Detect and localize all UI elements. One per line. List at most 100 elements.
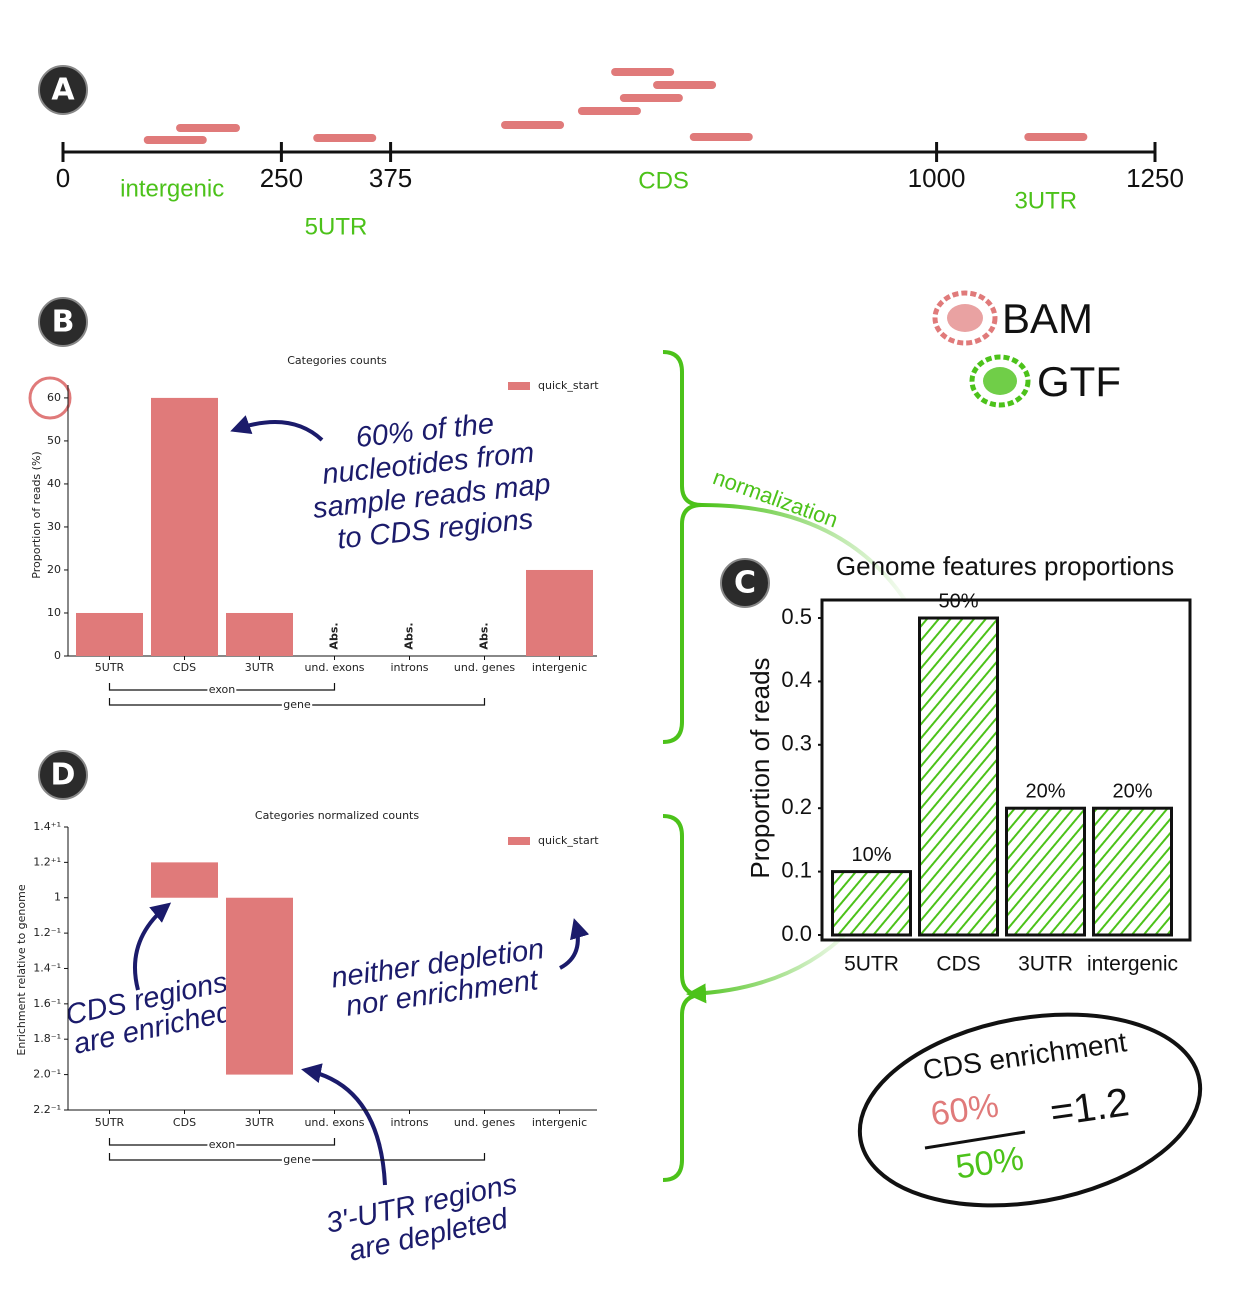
y-tick-label: 0.0 xyxy=(781,921,812,946)
region-label: CDS xyxy=(638,167,689,194)
y-tick-label: 0.3 xyxy=(781,731,812,756)
legend-swatch xyxy=(508,837,530,845)
x-tick-label: CDS xyxy=(173,661,196,674)
genome-tick-label: 250 xyxy=(260,163,303,193)
group-label: exon xyxy=(209,683,235,696)
y-tick-label: 0 xyxy=(54,649,61,662)
bar xyxy=(526,569,593,656)
y-tick-label: 20 xyxy=(47,563,61,576)
brace xyxy=(662,814,703,1182)
y-tick-label: 10 xyxy=(47,606,61,619)
bar xyxy=(1005,806,1086,937)
x-tick-label: introns xyxy=(390,1116,428,1129)
group-label: exon xyxy=(209,1138,235,1151)
bam-swatch xyxy=(947,304,983,332)
arrow xyxy=(133,902,172,991)
x-tick-label: 5UTR xyxy=(844,953,899,976)
value-label: 10% xyxy=(851,844,891,866)
y-tick-label: 1.4⁺¹ xyxy=(33,820,61,833)
connector xyxy=(701,503,907,602)
legend-swatch xyxy=(508,382,530,390)
group-bracket xyxy=(108,683,336,691)
genome-tick-label: 1000 xyxy=(908,163,966,193)
badge: B xyxy=(38,297,88,347)
y-tick-label: 60 xyxy=(47,391,61,404)
y-tick-label: 0.2 xyxy=(781,794,812,819)
group-bracket xyxy=(108,698,486,706)
formula-numerator: 60% xyxy=(928,1086,1001,1133)
group-label: gene xyxy=(283,1153,311,1166)
x-tick-label: 3UTR xyxy=(245,661,275,674)
genome-tick-label: 0 xyxy=(56,163,70,193)
chart-title: Genome features proportions xyxy=(836,551,1174,581)
y-axis-label: Proportion of reads (%) xyxy=(30,451,43,578)
x-tick-label: introns xyxy=(390,661,428,674)
legend-label: quick_start xyxy=(538,834,599,847)
value-label: 20% xyxy=(1025,780,1065,802)
region-label: intergenic xyxy=(120,175,224,202)
bar xyxy=(226,897,293,1075)
region-label: 5UTR xyxy=(305,213,368,240)
y-axis-label: Enrichment relative to genome xyxy=(15,884,28,1055)
annotation: CDS regions are enriched xyxy=(63,966,236,1060)
bar xyxy=(831,870,912,937)
arrow xyxy=(301,1063,387,1186)
y-tick-label: 1.8⁻¹ xyxy=(33,1032,61,1045)
gtf-swatch xyxy=(983,367,1017,395)
badge: A xyxy=(38,65,88,115)
y-tick-label: 0.1 xyxy=(781,857,812,882)
normalization-label: normalization xyxy=(710,464,842,532)
formula-outline xyxy=(857,1012,1203,1208)
legend-label: GTF xyxy=(1037,358,1121,405)
region-label: 3UTR xyxy=(1014,187,1077,214)
x-tick-label: 3UTR xyxy=(1018,953,1073,976)
chart-title: Categories normalized counts xyxy=(255,809,419,822)
x-tick-label: und. genes xyxy=(454,1116,515,1129)
absent-label: Abs. xyxy=(403,622,416,649)
legend-label: BAM xyxy=(1002,295,1093,342)
y-tick-label: 0.5 xyxy=(781,604,812,629)
value-label: 20% xyxy=(1112,780,1152,802)
x-tick-label: und. genes xyxy=(454,661,515,674)
x-tick-label: intergenic xyxy=(532,1116,587,1129)
y-tick-label: 40 xyxy=(47,477,61,490)
y-tick-label: 1.6⁻¹ xyxy=(33,997,61,1010)
bar xyxy=(226,612,293,656)
absent-label: Abs. xyxy=(328,622,341,649)
badge: C xyxy=(720,558,770,608)
y-tick-label: 2.0⁻¹ xyxy=(33,1068,61,1081)
y-tick-label: 1.2⁺¹ xyxy=(33,855,61,868)
annotation: 3'-UTR regions are depleted xyxy=(323,1168,520,1268)
y-tick-label: 0.4 xyxy=(781,667,812,692)
absent-label: Abs. xyxy=(478,622,491,649)
x-tick-label: und. exons xyxy=(304,661,364,674)
connector-arrow xyxy=(686,928,852,1004)
panel-label: C xyxy=(734,566,756,601)
group-bracket xyxy=(108,1153,486,1161)
y-tick-label: 30 xyxy=(47,520,61,533)
x-tick-label: CDS xyxy=(173,1116,196,1129)
group-label: gene xyxy=(283,698,311,711)
x-tick-label: intergenic xyxy=(532,661,587,674)
group-bracket xyxy=(108,1138,336,1146)
formula-result: =1.2 xyxy=(1047,1080,1131,1135)
fraction-bar xyxy=(924,1130,1026,1150)
x-tick-label: 5UTR xyxy=(95,661,125,674)
badge: D xyxy=(38,750,88,800)
x-tick-label: CDS xyxy=(936,953,980,976)
x-tick-label: 5UTR xyxy=(95,1116,125,1129)
arrow xyxy=(558,918,590,970)
y-tick-label: 1.2⁻¹ xyxy=(33,926,61,939)
bar xyxy=(151,862,218,898)
arrow xyxy=(230,415,324,442)
genome-tick-label: 1250 xyxy=(1126,163,1184,193)
y-tick-label: 1 xyxy=(54,891,61,904)
value-label: 50% xyxy=(938,590,978,612)
panel-label: D xyxy=(51,758,76,793)
bam-swatch xyxy=(932,290,998,346)
bar xyxy=(918,616,999,937)
y-axis-label: Proportion of reads xyxy=(745,657,775,878)
x-tick-label: intergenic xyxy=(1087,953,1178,976)
panel-label: A xyxy=(51,73,75,108)
